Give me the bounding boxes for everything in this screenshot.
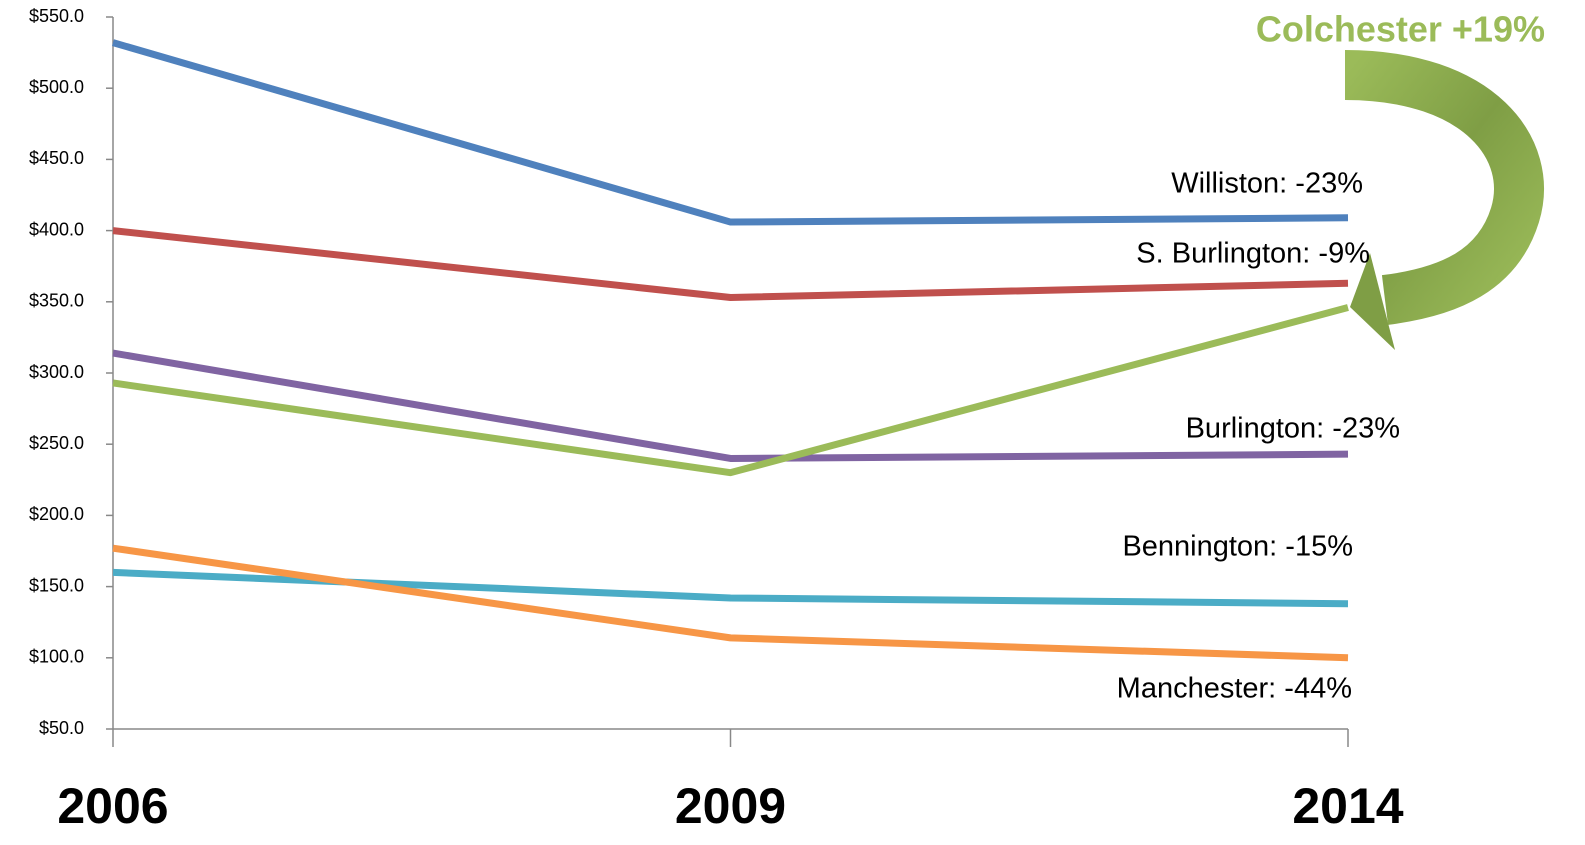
y-tick-label: $500.0: [29, 77, 84, 97]
annotation-arrowhead: [1350, 253, 1395, 350]
y-tick-label: $150.0: [29, 575, 84, 595]
series-label: Manchester: -44%: [1117, 673, 1352, 705]
series-line: [112, 227, 1349, 302]
x-tick-label: 2014: [1292, 778, 1403, 834]
series-line: [112, 39, 1349, 226]
y-tick-label: $100.0: [29, 647, 84, 667]
series-label: Bennington: -15%: [1122, 531, 1353, 563]
y-tick-label: $550.0: [29, 6, 84, 26]
y-tick-label: $400.0: [29, 219, 84, 239]
series-line: [112, 349, 1349, 462]
x-tick-label: 2009: [675, 778, 786, 834]
y-tick-label: $450.0: [29, 148, 84, 168]
series-label: Colchester +19%: [1256, 9, 1545, 50]
x-tick-label: 2006: [57, 778, 168, 834]
series-line: [112, 544, 1349, 662]
series-label: Burlington: -23%: [1186, 413, 1400, 445]
annotation-arrow: [1344, 50, 1544, 325]
y-tick-label: $300.0: [29, 362, 84, 382]
y-tick-label: $200.0: [29, 504, 84, 524]
y-tick-label: $350.0: [29, 291, 84, 311]
series-label: Williston: -23%: [1171, 168, 1363, 200]
y-tick-label: $50.0: [39, 718, 84, 738]
series-label: S. Burlington: -9%: [1136, 238, 1370, 270]
y-tick-label: $250.0: [29, 433, 84, 453]
series-line: [112, 304, 1349, 477]
